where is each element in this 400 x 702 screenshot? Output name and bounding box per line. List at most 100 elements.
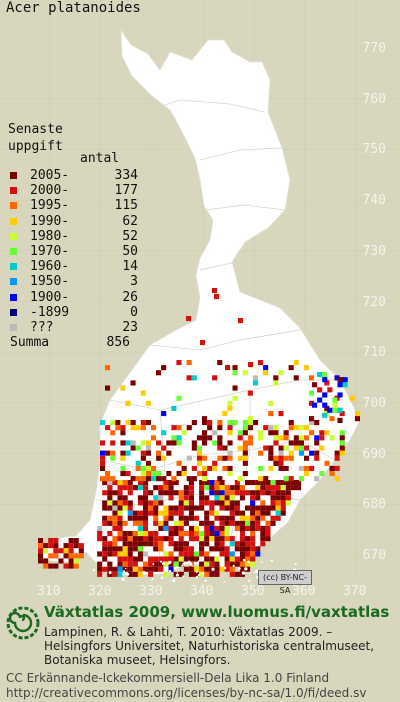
observation-cell [176, 440, 182, 446]
y-tick-label: 710 [362, 345, 386, 361]
observation-cell [132, 561, 138, 567]
observation-cell [117, 546, 123, 552]
observation-cell [212, 288, 218, 294]
observation-cell [270, 480, 276, 486]
observation-cell [225, 365, 231, 371]
legend-period-label: 1980- [30, 228, 70, 244]
observation-cell [158, 495, 164, 501]
observation-cell [224, 536, 230, 542]
observation-cell [178, 571, 184, 577]
observation-cell [132, 515, 138, 521]
observation-cell [317, 372, 323, 378]
observation-cell [202, 420, 208, 426]
observation-cell [217, 455, 223, 461]
observation-cell [212, 465, 218, 471]
observation-cell [265, 505, 271, 511]
observation-cell [250, 520, 256, 526]
observation-cell [237, 455, 243, 461]
observation-cell [342, 377, 348, 383]
observation-cell [158, 546, 164, 552]
observation-cell [214, 556, 220, 562]
observation-cell [122, 495, 128, 501]
legend-row: 2000- 177 [8, 183, 138, 198]
observation-cell [125, 400, 131, 406]
observation-cell [242, 440, 248, 446]
observation-cell [219, 520, 225, 526]
observation-cell [199, 536, 205, 542]
observation-cell [196, 455, 202, 461]
observation-cell [217, 420, 223, 426]
observation-cell [122, 505, 128, 511]
observation-cell [250, 505, 256, 511]
observation-cell [224, 531, 230, 537]
observation-cell [158, 566, 164, 572]
observation-cell [275, 490, 281, 496]
observation-cell [288, 420, 294, 426]
observation-cell [137, 541, 143, 547]
observation-cell [255, 495, 261, 501]
observation-cell [227, 465, 233, 471]
observation-cell [234, 490, 240, 496]
observation-cell [247, 440, 253, 446]
observation-cell [288, 440, 294, 446]
observation-cell [137, 495, 143, 501]
observation-cell [122, 561, 128, 567]
observation-cell [278, 450, 284, 456]
observation-cell [229, 515, 235, 521]
observation-cell [245, 541, 251, 547]
observation-cell [117, 485, 123, 491]
observation-cell [178, 515, 184, 521]
observation-cell [260, 500, 266, 506]
observation-cell [140, 390, 146, 396]
observation-cell [156, 370, 162, 376]
observation-cell [314, 435, 320, 441]
observation-cell [153, 531, 159, 537]
license-url[interactable]: http://creativecommons.org/licenses/by-n… [6, 686, 367, 700]
observation-cell [219, 485, 225, 491]
observation-cell [117, 490, 123, 496]
observation-cell [110, 476, 116, 482]
observation-cell [263, 365, 269, 371]
observation-cell [148, 556, 154, 562]
observation-cell [199, 500, 205, 506]
observation-cell [135, 445, 141, 451]
observation-cell [298, 476, 304, 482]
observation-cell [252, 375, 258, 381]
observation-cell [140, 440, 146, 446]
observation-cell [217, 440, 223, 446]
legend-count: 0 [130, 304, 138, 320]
observation-cell [145, 420, 151, 426]
observation-cell [245, 546, 251, 552]
observation-cell [329, 465, 335, 471]
observation-cell [163, 485, 169, 491]
observation-cell [258, 360, 264, 366]
y-tick-label: 750 [362, 142, 386, 158]
observation-cell [168, 536, 174, 542]
observation-cell [278, 445, 284, 451]
observation-cell [130, 476, 136, 482]
observation-cell [204, 531, 210, 537]
observation-cell [207, 465, 213, 471]
observation-cell [105, 476, 111, 482]
observation-cell [53, 543, 59, 549]
observation-cell [250, 546, 256, 552]
observation-cell [304, 455, 310, 461]
species-title: Acer platanoides [6, 0, 141, 16]
observation-cell [38, 553, 44, 559]
observation-cell [148, 531, 154, 537]
observation-cell [304, 425, 310, 431]
observation-cell [120, 465, 126, 471]
observation-cell [219, 541, 225, 547]
observation-cell [112, 571, 118, 577]
observation-cell [337, 382, 343, 388]
observation-cell [122, 531, 128, 537]
observation-cell [229, 561, 235, 567]
observation-cell [268, 400, 274, 406]
observation-cell [112, 551, 118, 557]
observation-cell [273, 375, 279, 381]
observation-cell [247, 416, 253, 422]
observation-cell [219, 500, 225, 506]
observation-cell [327, 407, 333, 413]
observation-cell [280, 495, 286, 501]
x-tick-label: 310 [37, 584, 61, 599]
